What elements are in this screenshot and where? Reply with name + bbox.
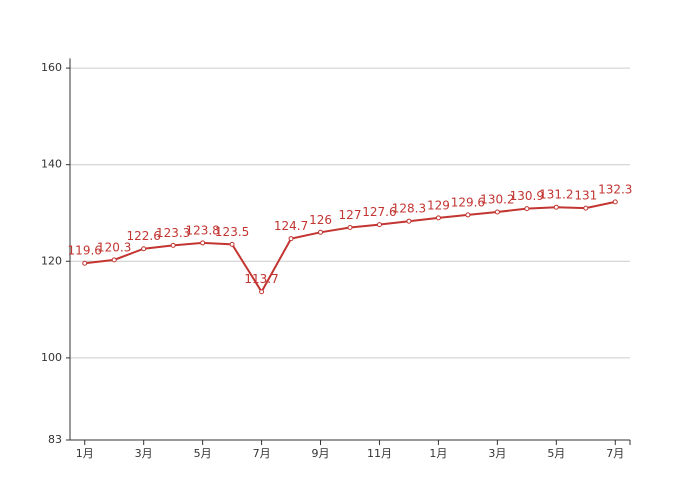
data-label: 113.7 — [244, 272, 278, 286]
y-tick-label: 160 — [41, 61, 62, 74]
x-tick-label: 1月 — [76, 447, 94, 460]
data-label: 119.6 — [68, 244, 102, 258]
data-label: 131 — [574, 189, 597, 203]
x-tick-label: 3月 — [135, 447, 153, 460]
data-label: 127 — [339, 208, 362, 222]
y-tick-label: 140 — [41, 158, 62, 171]
data-label: 127.6 — [362, 205, 396, 219]
y-tick-label: 120 — [41, 254, 62, 267]
point — [170, 242, 176, 248]
y-tick-label: 83 — [48, 433, 62, 446]
data-label: 123.5 — [215, 225, 249, 239]
data-label: 128.3 — [392, 202, 426, 216]
point — [465, 212, 471, 218]
x-tick-label: 1月 — [429, 447, 447, 460]
x-tick-label: 7月 — [253, 447, 271, 460]
data-label: 123.8 — [185, 223, 219, 237]
point — [82, 260, 88, 266]
point — [406, 218, 412, 224]
point — [141, 246, 147, 252]
point — [583, 205, 589, 211]
data-label: 129.6 — [451, 195, 485, 209]
data-label: 132.3 — [598, 182, 632, 196]
point — [612, 199, 618, 205]
point — [229, 241, 235, 247]
data-label: 129 — [427, 198, 450, 212]
y-tick-label: 100 — [41, 351, 62, 364]
data-label: 130.2 — [480, 193, 514, 207]
data-label: 120.3 — [97, 240, 131, 254]
point — [435, 215, 441, 221]
point — [347, 224, 353, 230]
data-label: 131.2 — [539, 188, 573, 202]
point — [111, 257, 117, 263]
data-label: 130.9 — [510, 189, 544, 203]
point — [259, 289, 265, 295]
data-label: 124.7 — [274, 219, 308, 233]
x-tick-label: 3月 — [488, 447, 506, 460]
x-tick-label: 5月 — [194, 447, 212, 460]
x-tick-label: 5月 — [547, 447, 565, 460]
data-label: 122.6 — [127, 229, 161, 243]
point — [376, 222, 382, 228]
x-tick-label: 9月 — [312, 447, 330, 460]
point — [524, 206, 530, 212]
point — [288, 236, 294, 242]
point — [494, 209, 500, 215]
x-tick-label: 7月 — [606, 447, 624, 460]
data-label: 126 — [309, 213, 332, 227]
point — [553, 204, 559, 210]
data-label: 123.3 — [156, 226, 190, 240]
x-tick-label: 11月 — [367, 447, 392, 460]
point — [200, 240, 206, 246]
point — [318, 229, 324, 235]
